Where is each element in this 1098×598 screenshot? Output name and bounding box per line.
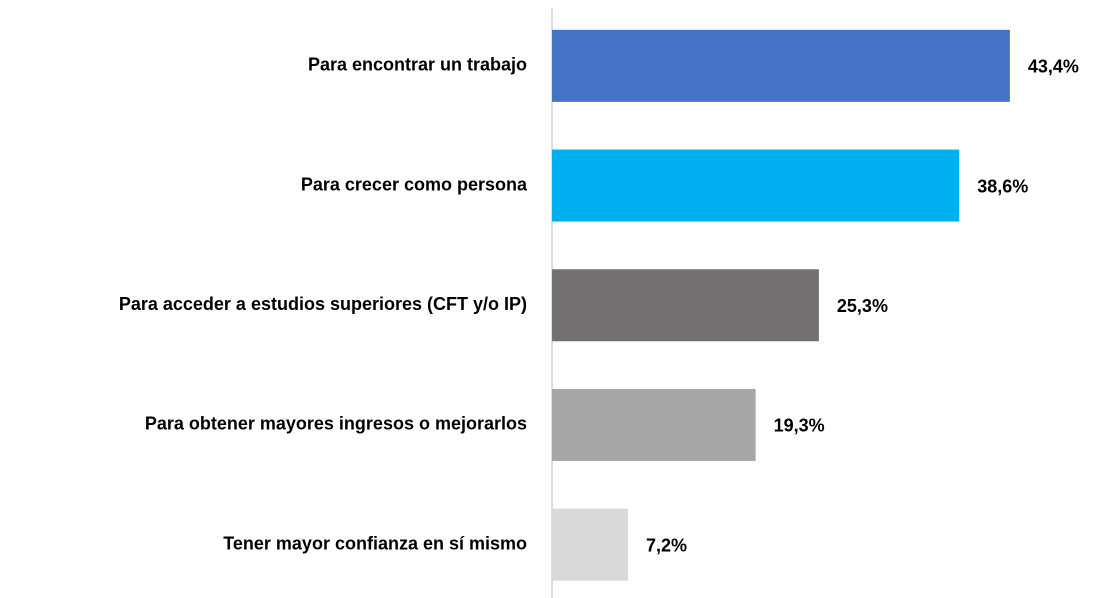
bar bbox=[552, 508, 628, 581]
bar bbox=[552, 388, 756, 461]
bar bbox=[552, 269, 819, 342]
bar bbox=[552, 149, 960, 222]
bar bbox=[552, 29, 1010, 102]
value-label: 38,6% bbox=[977, 176, 1028, 196]
category-label: Para obtener mayores ingresos o mejorarl… bbox=[145, 414, 527, 434]
category-label: Para encontrar un trabajo bbox=[308, 55, 527, 75]
value-label: 25,3% bbox=[837, 296, 888, 316]
value-label: 43,4% bbox=[1028, 57, 1079, 77]
value-label: 7,2% bbox=[646, 535, 687, 555]
value-label: 19,3% bbox=[774, 416, 825, 436]
category-label: Para acceder a estudios superiores (CFT … bbox=[119, 294, 527, 314]
category-label: Para crecer como persona bbox=[301, 174, 528, 194]
category-label: Tener mayor confianza en sí mismo bbox=[223, 533, 527, 553]
